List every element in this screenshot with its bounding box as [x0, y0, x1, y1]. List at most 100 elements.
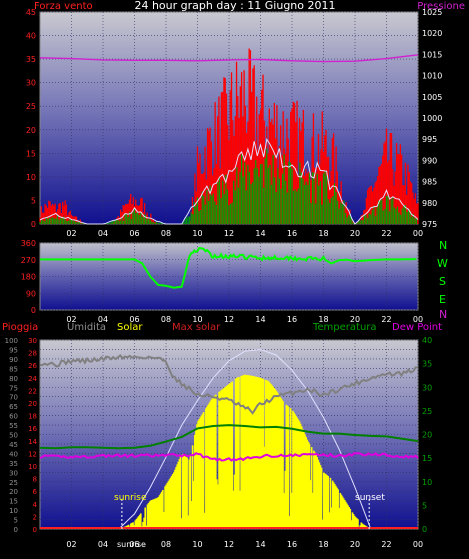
x-tick-label: 10	[192, 229, 202, 238]
x-tick-label: 00	[413, 315, 423, 324]
humidity-tick-label: 10	[9, 507, 18, 515]
humidity-tick-label: 95	[9, 346, 18, 354]
y-tick-label: 360	[21, 239, 36, 248]
x-tick-label: 14	[255, 229, 265, 238]
y-tick-label: 5	[31, 196, 36, 205]
sunrise-label: sunrise	[114, 493, 147, 503]
humidity-tick-label: 35	[9, 460, 18, 468]
x-tick-label: 04	[98, 229, 108, 238]
solar-tick-label: 26	[28, 362, 37, 370]
x-tick-label: 18	[318, 229, 328, 238]
temperature-tick-label: 40	[422, 336, 432, 345]
sunset-label: sunset	[355, 493, 385, 503]
solar-tick-label: 6	[33, 488, 38, 496]
solar-tick-label: 28	[28, 350, 37, 358]
wind-average-line	[39, 137, 419, 225]
solar-tick-label: 2	[33, 513, 37, 521]
x-tick-label: 12	[224, 229, 234, 238]
y-tick-label: 25	[26, 102, 36, 111]
x-tick-label: 20	[350, 229, 360, 238]
pressure-tick-label: 1010	[422, 72, 442, 81]
y-tick-label: 20	[26, 126, 36, 135]
pressure-tick-label: 1025	[422, 8, 442, 17]
humidity-tick-label: 45	[9, 441, 18, 449]
y-tick-label: 10	[26, 173, 36, 182]
x-tick-label: 06	[129, 540, 139, 549]
humidity-tick-label: 50	[9, 432, 18, 440]
humidity-line	[40, 354, 419, 415]
x-tick-label: 02	[66, 315, 76, 324]
x-tick-label: 08	[161, 540, 171, 549]
x-tick-label: 14	[255, 315, 265, 324]
pressure-tick-label: 985	[422, 178, 437, 187]
x-tick-label: 22	[381, 229, 391, 238]
legend-temperature: Temperatura	[312, 322, 377, 333]
y-tick-label: 0	[31, 220, 36, 229]
x-tick-label: 16	[287, 540, 297, 549]
x-tick-label: 04	[98, 315, 108, 324]
temperature-tick-label: 35	[422, 360, 432, 369]
legend-solar: Solar	[117, 322, 143, 333]
x-tick-label: 00	[413, 229, 423, 238]
temperature-tick-label: 0	[422, 525, 427, 534]
solar-tick-label: 0	[33, 526, 37, 534]
x-tick-label: 12	[224, 540, 234, 549]
solar-tick-label: 12	[28, 450, 37, 458]
dewpoint-line	[39, 452, 419, 462]
temperature-tick-label: 20	[422, 431, 432, 440]
solar-tick-label: 24	[28, 375, 37, 383]
pressure-tick-label: 1015	[422, 50, 442, 59]
humidity-tick-label: 65	[9, 403, 18, 411]
y-tick-label: 0	[31, 306, 36, 315]
y-tick-label: 180	[21, 273, 36, 282]
legend-max-solar: Max solar	[172, 322, 221, 333]
x-tick-label: 04	[98, 540, 108, 549]
x-tick-label: 02	[66, 540, 76, 549]
solar-tick-label: 18	[28, 413, 37, 421]
solar-tick-label: 30	[28, 337, 37, 345]
pressure-line	[39, 54, 419, 63]
legend-dewpoint: Dew Point	[392, 322, 442, 333]
humidity-tick-label: 30	[9, 469, 18, 477]
humidity-tick-label: 5	[14, 517, 18, 525]
temperature-line	[39, 424, 419, 450]
compass-s: S	[439, 275, 446, 288]
temperature-tick-label: 25	[422, 407, 432, 416]
solar-temperature-chart: 02 04 06 08 10 12 14 16 18 20 22 000510152025303540…	[5, 336, 433, 549]
solar-tick-label: 8	[33, 476, 37, 484]
pressure-tick-label: 1005	[422, 93, 442, 102]
y-tick-label: 45	[26, 8, 36, 17]
temperature-tick-label: 10	[422, 478, 432, 487]
temperature-tick-label: 5	[422, 501, 427, 510]
y-tick-label: 35	[26, 55, 36, 64]
x-tick-label: 08	[161, 229, 171, 238]
humidity-tick-label: 60	[9, 413, 18, 421]
solar-tick-label: 22	[28, 387, 37, 395]
x-tick-label: 18	[318, 540, 328, 549]
x-tick-label: 00	[413, 540, 423, 549]
x-tick-label: 22	[381, 540, 391, 549]
solar-tick-label: 16	[28, 425, 37, 433]
x-tick-label: 02	[66, 229, 76, 238]
x-tick-label: 16	[287, 229, 297, 238]
solar-tick-label: 10	[28, 463, 37, 471]
humidity-tick-label: 80	[9, 375, 18, 383]
y-tick-label: 30	[26, 79, 36, 88]
x-tick-label: 16	[287, 315, 297, 324]
temperature-tick-label: 15	[422, 454, 432, 463]
x-tick-label: 08	[161, 315, 171, 324]
chart-title: 24 hour graph day : 11 Giugno 2011	[134, 0, 335, 12]
x-tick-label: 06	[129, 315, 139, 324]
x-tick-label: 14	[255, 540, 265, 549]
sunrise-axis-label: sunrise	[117, 540, 146, 549]
temperature-tick-label: 30	[422, 383, 432, 392]
pressure-tick-label: 995	[422, 135, 437, 144]
humidity-tick-label: 15	[9, 498, 18, 506]
compass-n-top: N	[439, 239, 447, 252]
pressure-tick-label: 990	[422, 156, 437, 165]
humidity-tick-label: 75	[9, 384, 18, 392]
compass-n-bottom: N	[439, 308, 447, 321]
solar-tick-label: 20	[28, 400, 37, 408]
legend-rain: Pioggia	[2, 322, 38, 333]
